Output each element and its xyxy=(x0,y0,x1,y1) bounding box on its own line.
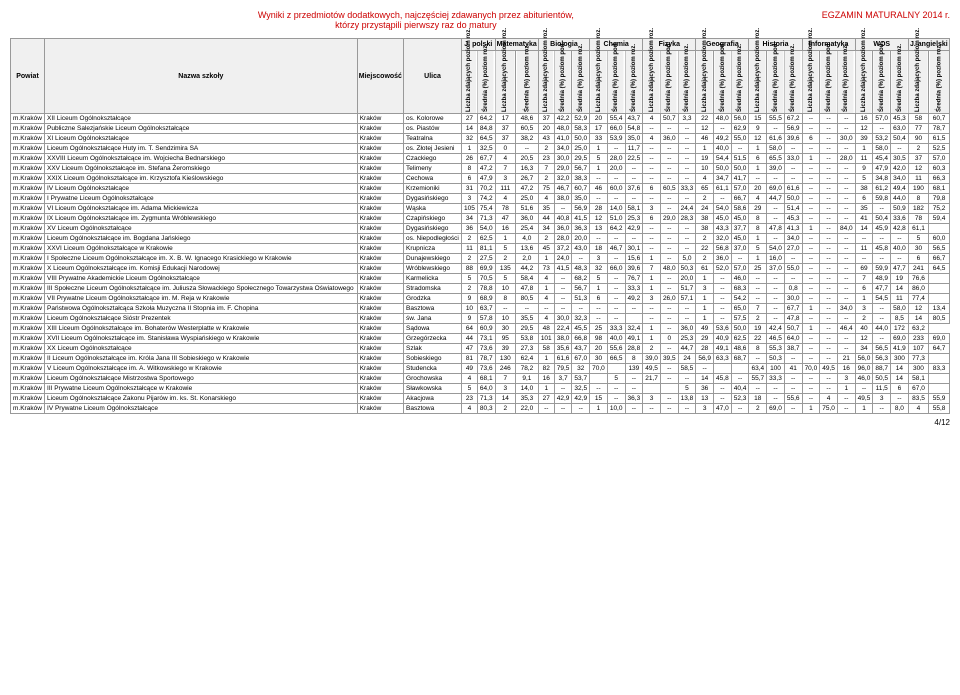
table-row: m.KrakówIV Prywatne Liceum Ogólnokształc… xyxy=(11,404,950,414)
subcol-header: Średnia (%) poziom roz. xyxy=(477,51,495,114)
table-row: m.KrakówLiceum Ogólnokształcące im. Bogd… xyxy=(11,234,950,244)
col-miejsc: Miejscowość xyxy=(357,39,403,114)
subcol-header: Średnia (%) poziom pod. xyxy=(820,51,838,114)
subcol-header: Średnia (%) poziom roz. xyxy=(731,51,749,114)
table-row: m.KrakówVII Prywatne Liceum Ogólnokształ… xyxy=(11,294,950,304)
col-ulica: Ulica xyxy=(404,39,462,114)
table-row: m.KrakówVI Liceum Ogólnokształcące im. A… xyxy=(11,204,950,214)
table-row: m.KrakówXXVIII Liceum Ogólnokształcące i… xyxy=(11,154,950,164)
table-row: m.KrakówLiceum Ogólnokształcące Huty im.… xyxy=(11,144,950,154)
subcol-header: Średnia (%) poziom roz. xyxy=(625,51,643,114)
subcol-header: Liczba zdających poziom roz. xyxy=(749,51,767,114)
table-row: m.KrakówPubliczne Salezjańskie Liceum Og… xyxy=(11,124,950,134)
table-row: m.KrakówPaństwowa Ogólnokształcąca Szkoł… xyxy=(11,304,950,314)
subcol-header: Średnia (%) poziom roz. xyxy=(891,51,909,114)
table-row: m.KrakówXX Liceum OgólnokształcąceKraków… xyxy=(11,344,950,354)
table-row: m.KrakówXIII Liceum Ogólnokształcące im.… xyxy=(11,324,950,334)
subcol-header: Średnia (%) poziom pod. xyxy=(873,51,891,114)
table-row: m.KrakówXII Liceum OgólnokształcąceKrakó… xyxy=(11,114,950,124)
table-row: m.KrakówIII Społeczne Liceum Ogólnokszta… xyxy=(11,284,950,294)
table-row: m.KrakówLiceum Ogólnokształcące Sióstr P… xyxy=(11,314,950,324)
table-row: m.KrakówV Liceum Ogólnokształcące im. A.… xyxy=(11,364,950,374)
table-row: m.KrakówLiceum Ogólnokształcące Mistrzos… xyxy=(11,374,950,384)
subcol-header: Średnia (%) poziom roz. xyxy=(572,51,590,114)
subcol-header: Średnia (%) poziom roz. xyxy=(678,51,696,114)
subcol-header: Średnia (%) poziom pod. xyxy=(660,51,678,114)
subcol-header: Średnia (%) poziom pod. xyxy=(767,51,785,114)
title-line1: Wyniki z przedmiotów dodatkowych, najczę… xyxy=(258,10,574,20)
subcol-header: Średnia (%) poziom roz. xyxy=(837,51,855,114)
subcol-header: Liczba zdających poziom roz. xyxy=(855,51,873,114)
exam-label: EGZAMIN MATURALNY 2014 r. xyxy=(822,10,950,30)
table-row: m.KrakówXXIX Liceum Ogólnokształcące im.… xyxy=(11,174,950,184)
subcol-header: Liczba zdających poziom roz. xyxy=(908,51,928,114)
subcol-header: Liczba zdających poziom roz. xyxy=(590,51,608,114)
subcol-header: Liczba zdających poziom roz. xyxy=(461,51,477,114)
table-row: m.KrakówVIII Prywatne Akademickie Liceum… xyxy=(11,274,950,284)
table-row: m.KrakówXVII Liceum Ogólnokształcące im.… xyxy=(11,334,950,344)
table-row: m.KrakówXXV Liceum Ogólnokształcące im. … xyxy=(11,164,950,174)
subcol-header: Liczba zdających poziom roz. xyxy=(696,51,714,114)
table-row: m.KrakówXI Liceum OgólnokształcąceKraków… xyxy=(11,134,950,144)
subcol-header: Średnia (%) poziom roz. xyxy=(516,51,539,114)
subcol-header: Średnia (%) poziom roz. xyxy=(929,51,950,114)
results-table: Powiat Nazwa szkoły Miejscowość Ulica J.… xyxy=(10,38,950,414)
table-row: m.KrakówLiceum Ogólnokształcące Zakonu P… xyxy=(11,394,950,404)
col-nazwa: Nazwa szkoły xyxy=(45,39,358,114)
subcol-header: Liczba zdających poziom roz. xyxy=(643,51,661,114)
subcol-header: Średnia (%) poziom roz. xyxy=(784,51,802,114)
col-powiat: Powiat xyxy=(11,39,45,114)
table-row: m.KrakówX Liceum Ogólnokształcące im. Ko… xyxy=(11,264,950,274)
table-row: m.KrakówI Społeczne Liceum Ogólnokształc… xyxy=(11,254,950,264)
subcol-header: Liczba zdających poziom roz. xyxy=(538,51,554,114)
table-row: m.KrakówIV Liceum OgólnokształcąceKraków… xyxy=(11,184,950,194)
table-row: m.KrakówIX Liceum Ogólnokształcące im. Z… xyxy=(11,214,950,224)
subcol-header: Średnia (%) poziom pod. xyxy=(714,51,732,114)
subcol-header: Średnia (%) poziom pod. xyxy=(554,51,572,114)
subcol-header: Średnia (%) poziom pod. xyxy=(607,51,625,114)
table-row: m.KrakówIII Prywatne Liceum Ogólnokształ… xyxy=(11,384,950,394)
table-row: m.KrakówXV Liceum OgólnokształcąceKraków… xyxy=(11,224,950,234)
title-line2: którzy przystąpili pierwszy raz do matur… xyxy=(335,20,497,30)
page-number: 4/12 xyxy=(10,418,950,427)
table-row: m.KrakówI Prywatne Liceum Ogólnokształcą… xyxy=(11,194,950,204)
table-row: m.KrakówXXVI Liceum Ogólnokształcące w K… xyxy=(11,244,950,254)
subcol-header: Liczba zdających poziom roz. xyxy=(495,51,515,114)
subcol-header: Liczba zdających poziom roz. xyxy=(802,51,820,114)
table-row: m.KrakówII Liceum Ogólnokształcące im. K… xyxy=(11,354,950,364)
